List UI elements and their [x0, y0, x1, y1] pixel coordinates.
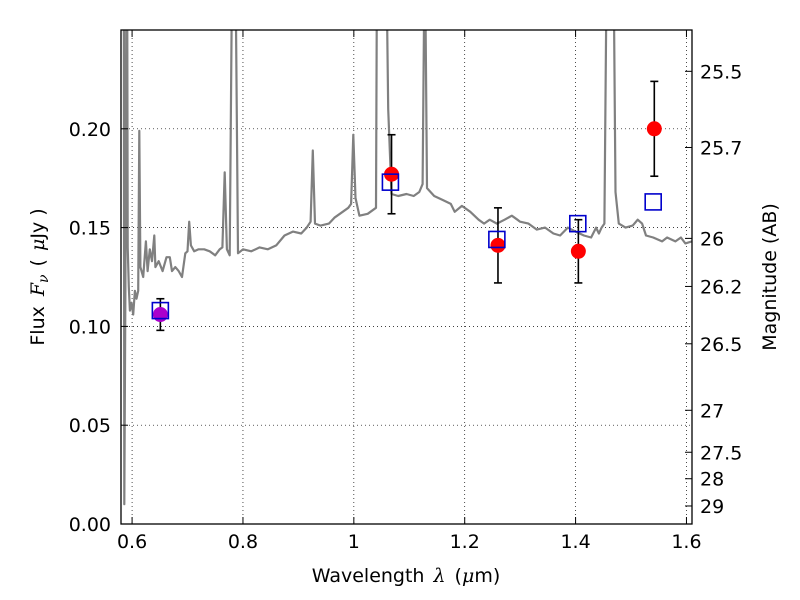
y-axis-label-text: Flux [27, 306, 49, 346]
model-point [151, 301, 170, 320]
y-axis-unit-open: ( [27, 259, 49, 266]
x-tick-label: 1 [348, 531, 360, 553]
model-point [644, 193, 662, 211]
y-tick-label: 0.00 [69, 514, 111, 536]
y-axis-label: Flux Fν ( μJy) [27, 208, 52, 345]
x-axis-unit-rest: m) [474, 565, 500, 587]
observed-point [490, 237, 506, 253]
observed-point [570, 243, 586, 259]
y-axis-symbol: F [27, 282, 49, 297]
model-points-layer [151, 173, 662, 320]
x-tick-label: 0.6 [117, 531, 147, 553]
x-axis-symbol: λ [432, 565, 445, 587]
y2-tick-label: 27 [700, 400, 724, 422]
x-axis-unit-mu: μ [462, 565, 474, 587]
y-tick-label: 0.05 [69, 415, 111, 437]
observed-point [152, 307, 168, 323]
y-tick-label: 0.10 [69, 316, 111, 338]
model-point [568, 214, 587, 233]
observed-point [646, 121, 662, 137]
y2-tick-label: 25.5 [700, 61, 742, 83]
y2-axis-label: Magnitude (AB) [759, 203, 781, 351]
spectrum-layer [122, 30, 692, 506]
x-axis-unit-open: ( [455, 565, 462, 587]
plot-frame [120, 29, 693, 525]
y-axis-unit-close: ) [27, 208, 49, 215]
x-tick-label: 1.6 [671, 531, 701, 553]
x-axis-label: Wavelength λ (μm) [312, 565, 500, 587]
y2-tick-label: 27.5 [700, 442, 742, 464]
model-point [488, 230, 506, 249]
y-tick-label: 0.20 [69, 119, 111, 141]
spectrum-line [122, 30, 692, 506]
x-tick-label: 0.8 [228, 531, 258, 553]
x-axis-label-text: Wavelength [312, 565, 425, 587]
y2-tick-label: 26.2 [700, 276, 742, 298]
axis-ticks: 0.6 0.8 1 1.2 1.4 1.6 0.00 0.05 0.10 0.15 0.20 25.5… [69, 30, 742, 553]
x-tick-label: 1.2 [450, 531, 480, 553]
y-axis-subscript: ν [36, 274, 52, 283]
y2-tick-label: 25.7 [700, 137, 742, 159]
y-tick-label: 0.15 [69, 218, 111, 240]
model-point [381, 173, 400, 191]
y-axis-unit-mu: μ [27, 239, 49, 251]
y2-tick-label: 26.5 [700, 334, 742, 356]
x-tick-label: 1.4 [560, 531, 590, 553]
y2-tick-label: 26 [700, 228, 724, 250]
y2-tick-label: 28 [700, 469, 724, 491]
y-axis-unit-rest: Jy [27, 222, 49, 240]
y2-tick-label: 29 [700, 496, 724, 518]
